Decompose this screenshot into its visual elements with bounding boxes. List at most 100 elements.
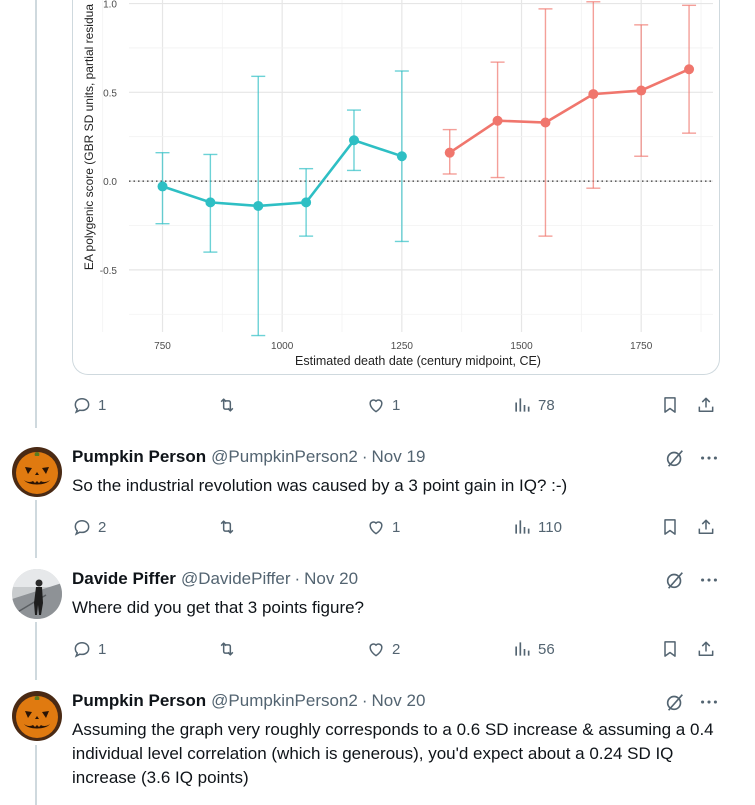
- retweet-button[interactable]: [217, 390, 237, 420]
- retweet-icon: [220, 642, 234, 656]
- y-tick-label: 1.0: [103, 0, 117, 11]
- avatar[interactable]: [12, 691, 62, 741]
- like-button[interactable]: 2: [366, 634, 400, 664]
- pumpkin-avatar-icon: [12, 447, 62, 497]
- reply-icon: [74, 397, 90, 414]
- data-point: [301, 197, 312, 208]
- separator-dot: ·: [361, 447, 368, 466]
- tweet-action-bar: 1 2 56: [72, 634, 720, 664]
- like-count: 2: [392, 640, 401, 658]
- retweet-button[interactable]: [217, 512, 237, 542]
- reply-count: 1: [98, 640, 107, 658]
- grok-icon[interactable]: [664, 447, 686, 469]
- person-avatar-icon: [12, 569, 62, 619]
- avatar[interactable]: [12, 569, 62, 619]
- data-point: [492, 115, 503, 126]
- tweet-header: Davide Piffer @DavidePiffer · Nov 20: [72, 567, 358, 591]
- line-chart: 1.0 0.5 0.0 -0.5 750 1000 1250 1500 1750 Estimate…: [82, 0, 713, 368]
- like-icon: [369, 643, 383, 657]
- data-point: [588, 89, 599, 100]
- data-point: [636, 85, 647, 96]
- tweet-header: Pumpkin Person @PumpkinPerson2 · Nov 20: [72, 689, 425, 713]
- reply-button[interactable]: 1: [72, 390, 106, 420]
- views-button[interactable]: 78: [512, 390, 555, 420]
- x-tick-label: 1500: [510, 341, 533, 352]
- reply-button[interactable]: 1: [72, 634, 106, 664]
- display-name[interactable]: Davide Piffer: [72, 569, 176, 588]
- bookmark-icon: [664, 519, 676, 535]
- user-handle[interactable]: @PumpkinPerson2: [211, 447, 358, 466]
- share-button[interactable]: [696, 390, 716, 420]
- bookmark-icon: [664, 397, 676, 413]
- series-line-2: [448, 68, 690, 154]
- tweet-header: Pumpkin Person @PumpkinPerson2 · Nov 19: [72, 445, 425, 469]
- reply-icon: [74, 519, 90, 536]
- thread-line: [35, 622, 37, 680]
- data-point: [253, 200, 264, 211]
- x-tick-label: 750: [154, 341, 171, 352]
- tweet-date[interactable]: Nov 20: [304, 569, 359, 588]
- x-tick-label: 1750: [630, 341, 653, 352]
- bookmark-icon: [664, 641, 676, 657]
- display-name[interactable]: Pumpkin Person: [72, 691, 207, 710]
- more-icon[interactable]: [698, 691, 720, 713]
- thread-line: [35, 500, 37, 558]
- data-point: [396, 151, 407, 162]
- bookmark-button[interactable]: [660, 512, 680, 542]
- avatar[interactable]: [12, 447, 62, 497]
- share-icon: [698, 641, 714, 656]
- thread-line: [35, 745, 37, 805]
- like-icon: [369, 399, 383, 413]
- data-point: [157, 181, 168, 192]
- views-icon: [515, 520, 530, 534]
- share-button[interactable]: [696, 634, 716, 664]
- share-button[interactable]: [696, 512, 716, 542]
- grok-icon[interactable]: [664, 691, 686, 713]
- more-icon[interactable]: [698, 569, 720, 591]
- view-count: 110: [538, 518, 562, 536]
- views-icon: [515, 642, 530, 656]
- like-icon: [369, 521, 383, 535]
- view-count: 56: [538, 640, 555, 658]
- share-icon: [698, 519, 714, 534]
- retweet-button[interactable]: [217, 634, 237, 664]
- tweet-text: Where did you get that 3 points figure?: [72, 598, 365, 617]
- share-icon: [698, 397, 714, 412]
- user-handle[interactable]: @DavidePiffer: [180, 569, 291, 588]
- data-point: [540, 117, 551, 128]
- data-point: [205, 197, 216, 208]
- reply-icon: [74, 641, 90, 658]
- views-button[interactable]: 56: [512, 634, 555, 664]
- reply-count: 2: [98, 518, 107, 536]
- pumpkin-avatar-icon: [12, 691, 62, 741]
- tweet-date[interactable]: Nov 19: [371, 447, 426, 466]
- separator-dot: ·: [294, 569, 301, 588]
- grok-icon[interactable]: [664, 569, 686, 591]
- display-name[interactable]: Pumpkin Person: [72, 447, 207, 466]
- like-button[interactable]: 1: [366, 390, 400, 420]
- post-action-bar: 1 1 78: [72, 390, 720, 420]
- x-tick-label: 1000: [271, 341, 294, 352]
- tweet-date[interactable]: Nov 20: [371, 691, 426, 710]
- data-point: [348, 135, 359, 146]
- like-count: 1: [392, 518, 401, 536]
- separator-dot: ·: [361, 691, 368, 710]
- chart-image[interactable]: 1.0 0.5 0.0 -0.5 750 1000 1250 1500 1750 Estimate…: [72, 0, 720, 375]
- retweet-icon: [220, 398, 234, 412]
- more-icon[interactable]: [698, 447, 720, 469]
- bookmark-button[interactable]: [660, 634, 680, 664]
- thread-line: [35, 0, 37, 428]
- y-axis-title: EA polygenic score (GBR SD units, partia…: [82, 4, 96, 270]
- view-count: 78: [538, 396, 555, 414]
- y-tick-label: -0.5: [100, 266, 118, 277]
- like-count: 1: [392, 396, 401, 414]
- reply-count: 1: [98, 396, 107, 414]
- data-point: [444, 147, 455, 158]
- user-handle[interactable]: @PumpkinPerson2: [211, 691, 358, 710]
- x-tick-label: 1250: [391, 341, 414, 352]
- like-button[interactable]: 1: [366, 512, 400, 542]
- bookmark-button[interactable]: [660, 390, 680, 420]
- reply-button[interactable]: 2: [72, 512, 106, 542]
- retweet-icon: [220, 520, 234, 534]
- views-button[interactable]: 110: [512, 512, 562, 542]
